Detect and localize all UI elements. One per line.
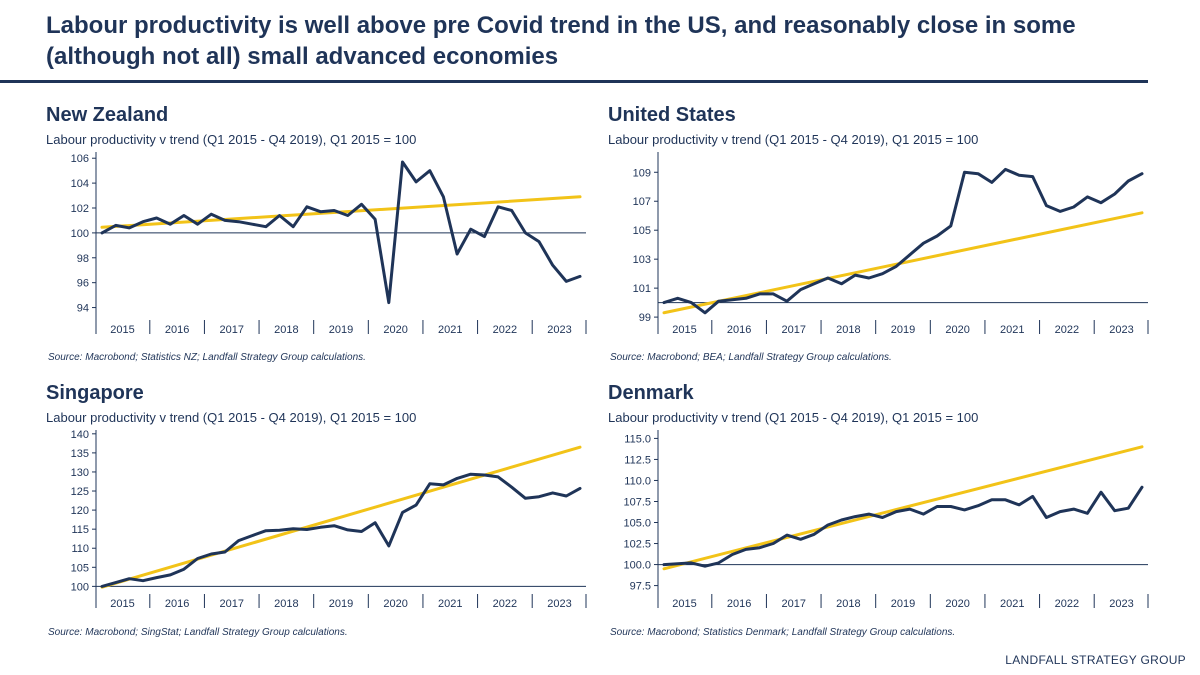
chart-united-states: 99 101 103 105 107 109 2015 2016 2017 2018 2019 202… [633, 152, 1149, 336]
y-tick-label: 103 [633, 254, 651, 266]
y-tick-label: 115.0 [624, 433, 651, 445]
chart-new-zealand: 94 96 98 100 102 104 106 2015 2016 2017 2018 2019 20… [71, 152, 587, 336]
y-tick-label: 110 [71, 543, 89, 555]
x-tick-label: 2018 [274, 324, 298, 336]
y-tick-label: 99 [639, 312, 651, 324]
panel-subtitle: Labour productivity v trend (Q1 2015 - Q… [608, 410, 979, 425]
productivity-line [100, 160, 582, 305]
x-tick-label: 2020 [383, 324, 407, 336]
y-tick-label: 115 [71, 524, 89, 536]
x-tick-label: 2017 [220, 598, 244, 610]
panel-title: New Zealand [46, 104, 169, 126]
panel-source: Source: Macrobond; Statistics NZ; Landfa… [48, 352, 366, 363]
x-tick-label: 2019 [891, 598, 915, 610]
footer-brand: LANDFALL STRATEGY GROUP [1005, 653, 1186, 667]
panel-subtitle: Labour productivity v trend (Q1 2015 - Q… [46, 132, 417, 147]
title-divider [0, 80, 1148, 83]
x-tick-label: 2016 [727, 324, 751, 336]
y-tick-label: 100 [71, 228, 89, 240]
x-tick-label: 2021 [1000, 324, 1024, 336]
x-tick-label: 2022 [1055, 598, 1079, 610]
productivity-line [100, 472, 582, 588]
y-tick-label: 105.0 [623, 518, 651, 530]
x-tick-label: 2019 [329, 324, 353, 336]
x-tick-label: 2020 [945, 598, 969, 610]
x-tick-label: 2021 [1000, 598, 1024, 610]
x-tick-label: 2017 [782, 598, 806, 610]
panel-source: Source: Macrobond; SingStat; Landfall St… [48, 627, 348, 638]
panel-title: Denmark [608, 382, 694, 404]
x-tick-label: 2016 [165, 598, 189, 610]
panel-title: Singapore [46, 382, 144, 404]
y-tick-label: 140 [71, 429, 89, 441]
x-tick-label: 2018 [836, 324, 860, 336]
panel-subtitle: Labour productivity v trend (Q1 2015 - Q… [46, 410, 417, 425]
trend-line [100, 445, 582, 589]
x-tick-label: 2016 [165, 324, 189, 336]
chart-singapore: 100 105 110 115 120 125 130 135 140 2015 2016 2017 2… [71, 429, 587, 610]
y-tick-label: 130 [71, 467, 89, 479]
panel-source: Source: Macrobond; Statistics Denmark; L… [610, 627, 956, 638]
x-tick-label: 2017 [782, 324, 806, 336]
y-tick-label: 105 [633, 225, 651, 237]
y-tick-label: 101 [633, 283, 651, 295]
y-tick-label: 94 [77, 303, 89, 315]
y-tick-label: 96 [77, 278, 89, 290]
panel-subtitle: Labour productivity v trend (Q1 2015 - Q… [608, 132, 979, 147]
x-tick-label: 2022 [1055, 324, 1079, 336]
panel-title: United States [608, 104, 736, 126]
x-tick-label: 2018 [274, 598, 298, 610]
x-tick-label: 2015 [110, 598, 134, 610]
panel-new-zealand: New Zealand Labour productivity v trend … [46, 104, 606, 364]
trend-line [662, 211, 1144, 315]
chart-denmark: 97.5 100.0 102.5 105.0 107.5 110.0 112.5 115.0 2… [623, 430, 1149, 610]
x-tick-label: 2020 [945, 324, 969, 336]
x-tick-label: 2015 [110, 324, 134, 336]
x-tick-label: 2023 [1109, 598, 1133, 610]
y-tick-label: 104 [71, 178, 89, 190]
panel-denmark: Denmark Labour productivity v trend (Q1 … [608, 382, 1168, 642]
x-tick-label: 2017 [220, 324, 244, 336]
y-tick-label: 109 [633, 167, 651, 179]
y-tick-label: 125 [71, 486, 89, 498]
productivity-line [662, 167, 1144, 315]
x-tick-label: 2023 [547, 324, 571, 336]
x-tick-label: 2019 [891, 324, 915, 336]
panel-singapore: Singapore Labour productivity v trend (Q… [46, 382, 606, 642]
y-tick-label: 107 [633, 196, 651, 208]
page-title: Labour productivity is well above pre Co… [46, 12, 1076, 70]
x-tick-label: 2015 [672, 324, 696, 336]
x-tick-label: 2023 [1109, 324, 1133, 336]
x-tick-label: 2022 [493, 324, 517, 336]
y-tick-label: 110.0 [624, 475, 651, 487]
y-tick-label: 102 [71, 203, 89, 215]
y-tick-label: 97.5 [630, 581, 651, 593]
x-tick-label: 2020 [383, 598, 407, 610]
trend-line [662, 445, 1144, 571]
x-tick-label: 2019 [329, 598, 353, 610]
x-tick-label: 2018 [836, 598, 860, 610]
y-tick-label: 106 [71, 153, 89, 165]
x-tick-label: 2022 [493, 598, 517, 610]
y-tick-label: 112.5 [624, 454, 651, 466]
y-tick-label: 98 [77, 253, 89, 265]
y-tick-label: 100 [71, 581, 89, 593]
x-tick-label: 2021 [438, 598, 462, 610]
y-tick-label: 120 [71, 505, 89, 517]
panel-source: Source: Macrobond; BEA; Landfall Strateg… [610, 352, 892, 363]
y-tick-label: 105 [71, 562, 89, 574]
y-tick-label: 107.5 [623, 496, 651, 508]
panel-united-states: United States Labour productivity v tren… [608, 104, 1168, 364]
y-tick-label: 135 [71, 448, 89, 460]
x-tick-label: 2023 [547, 598, 571, 610]
productivity-line [662, 485, 1144, 568]
x-tick-label: 2021 [438, 324, 462, 336]
y-tick-label: 100.0 [623, 560, 651, 572]
x-tick-label: 2016 [727, 598, 751, 610]
x-tick-label: 2015 [672, 598, 696, 610]
y-tick-label: 102.5 [623, 539, 651, 551]
